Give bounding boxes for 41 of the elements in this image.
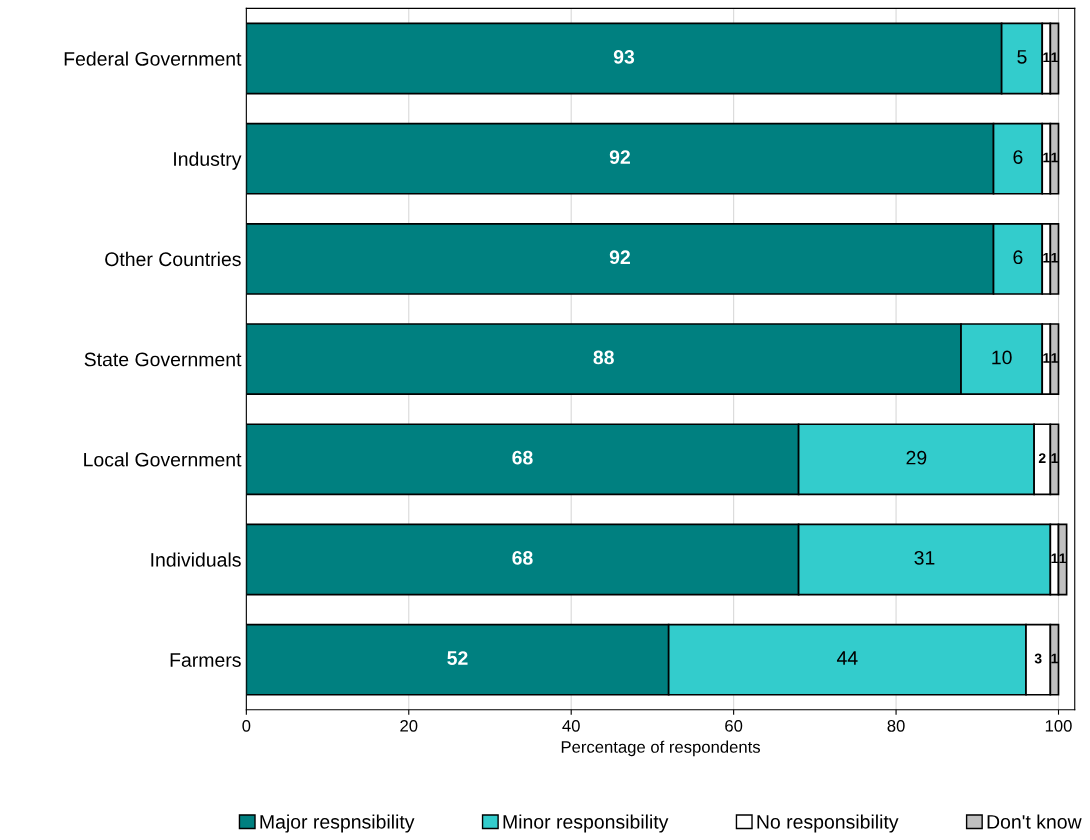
data-label: 88: [593, 350, 614, 365]
data-label: 3: [1034, 653, 1042, 664]
legend-label: Minor responsibility: [503, 814, 669, 833]
data-label: 92: [609, 250, 630, 265]
data-label: 29: [906, 450, 927, 465]
legend-label: No responsibility: [757, 814, 899, 833]
data-label: 92: [609, 150, 630, 164]
data-label: 44: [836, 651, 858, 665]
data-label: 10: [992, 350, 1012, 365]
data-label: 1: [1051, 453, 1058, 463]
x-tick-label: 80: [887, 719, 905, 732]
data-label: 93: [613, 49, 635, 64]
data-label: 1: [1051, 252, 1058, 263]
data-label: 52: [447, 651, 468, 665]
data-label: 31: [914, 550, 935, 565]
y-tick-label: Federal Government: [64, 51, 242, 66]
legend-label: Major respnsibility: [260, 814, 415, 833]
y-tick-label: Individuals: [151, 552, 241, 567]
y-tick-label: Farmers: [170, 653, 241, 667]
data-label: 1: [1051, 653, 1058, 664]
y-tick-label: Industry: [174, 151, 242, 170]
data-label: 6: [1013, 150, 1023, 164]
x-tick-label: 60: [725, 719, 743, 732]
y-tick-label: Local Government: [84, 452, 242, 467]
data-label: 5: [1017, 50, 1027, 64]
x-axis-title: Percentage of respondents: [561, 740, 761, 757]
data-label: 1: [1059, 553, 1067, 564]
legend-label: Don't know: [987, 814, 1082, 829]
data-label: 1: [1051, 152, 1058, 163]
data-label: 68: [512, 550, 533, 565]
data-label: 1: [1051, 52, 1058, 63]
y-tick-label: State Government: [84, 352, 242, 367]
x-tick-label: 0: [242, 719, 251, 732]
y-tick-label: Other Countries: [105, 251, 241, 267]
x-tick-label: 20: [400, 719, 418, 732]
x-tick-label: 40: [562, 719, 580, 732]
data-label: 1: [1051, 353, 1058, 363]
data-label: 6: [1013, 250, 1023, 265]
x-tick-label: 100: [1045, 719, 1072, 732]
data-label: 68: [512, 450, 533, 465]
data-label: 2: [1038, 453, 1046, 463]
